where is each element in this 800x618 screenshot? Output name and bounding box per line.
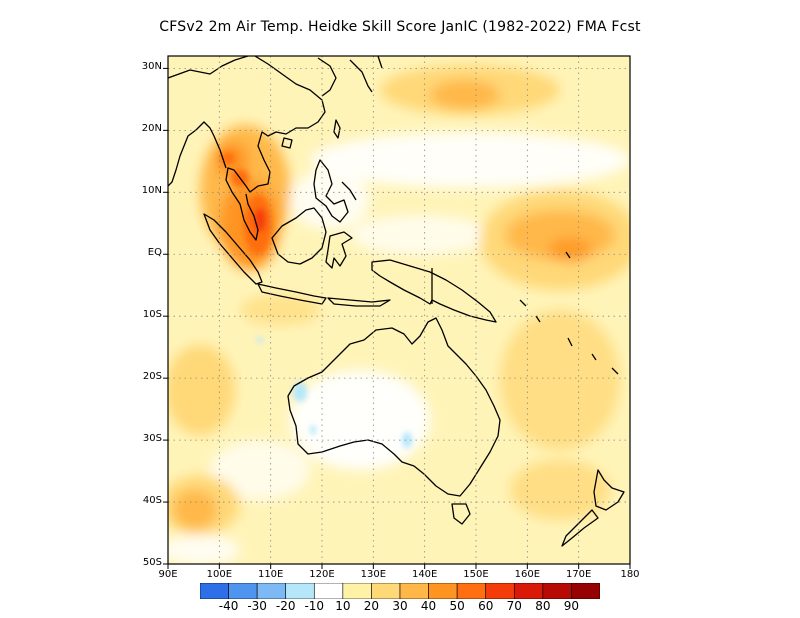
lon-label: 140E bbox=[411, 569, 438, 580]
low-skill-area-south bbox=[210, 440, 310, 500]
colorbar-swatch bbox=[200, 583, 229, 599]
lat-label: EQ bbox=[147, 247, 162, 259]
coast-borneo bbox=[271, 207, 327, 265]
colorbar-swatch bbox=[513, 583, 544, 599]
colorbar-swatch bbox=[428, 583, 458, 599]
coast-pacific-islands bbox=[519, 251, 619, 375]
coast-nz-north bbox=[593, 469, 625, 511]
coast-philippines bbox=[313, 159, 357, 223]
lon-label: 120E bbox=[309, 569, 335, 580]
coast-lesser-sunda bbox=[327, 297, 391, 307]
lat-label: 30N bbox=[141, 61, 162, 73]
colorbar-swatch bbox=[256, 583, 287, 599]
lon-label: 90E bbox=[158, 569, 178, 580]
colorbar-swatch bbox=[542, 583, 572, 599]
skill-area-south-pacific bbox=[500, 310, 620, 450]
low-skill-area-australia bbox=[290, 370, 430, 470]
negative-spot-3 bbox=[310, 425, 316, 435]
lon-label: 130E bbox=[360, 569, 387, 580]
coast-korea-japan bbox=[317, 56, 383, 97]
lat-label: 10S bbox=[142, 309, 162, 321]
colorbar-tick-label: -40 bbox=[218, 599, 239, 613]
skill-peak-north bbox=[221, 152, 235, 164]
colorbar bbox=[200, 583, 600, 599]
negative-spot-1 bbox=[293, 382, 307, 402]
colorbar-tick-label: 60 bbox=[478, 599, 494, 613]
colorbar-swatch bbox=[456, 583, 487, 599]
coast-nz-south bbox=[561, 509, 599, 547]
colorbar-tick-label: 90 bbox=[563, 599, 580, 613]
coast-new-guinea bbox=[371, 259, 497, 323]
coast-sulawesi bbox=[325, 231, 353, 269]
coast-hainan bbox=[281, 137, 293, 149]
colorbar-tick-label: 70 bbox=[506, 599, 522, 613]
skill-area-indian-ocean bbox=[168, 345, 235, 435]
lat-label: 50S bbox=[142, 557, 162, 568]
lon-label: 110E bbox=[257, 569, 284, 580]
colorbar-swatch bbox=[371, 583, 401, 599]
colorbar-swatch bbox=[399, 583, 429, 599]
colorbar-tick-label: 50 bbox=[449, 599, 465, 613]
coastlines bbox=[168, 56, 625, 547]
skill-area-south-indian bbox=[173, 490, 217, 530]
skill-area-new-zealand bbox=[510, 460, 610, 520]
low-skill-area-sw bbox=[168, 535, 240, 564]
colorbar-swatch bbox=[485, 583, 515, 599]
lat-label: 10N bbox=[141, 185, 162, 197]
axis-ticks bbox=[163, 67, 631, 569]
graticule bbox=[168, 56, 630, 564]
low-skill-band-north bbox=[310, 132, 630, 188]
lon-label: 160E bbox=[514, 569, 541, 580]
colorbar-swatch bbox=[228, 583, 258, 599]
negative-spot-4 bbox=[257, 337, 263, 343]
negative-spot-2 bbox=[402, 432, 412, 448]
skill-area-east-china bbox=[430, 80, 500, 110]
low-skill-area-tropics bbox=[350, 215, 490, 255]
colorbar-tick-label: 10 bbox=[335, 599, 351, 613]
coast-tasmania bbox=[451, 503, 471, 525]
colorbar-tick-label: 40 bbox=[420, 599, 437, 613]
colorbar-swatch bbox=[285, 583, 315, 599]
lat-label: 30S bbox=[142, 433, 162, 445]
colorbar-tick-label: 80 bbox=[535, 599, 551, 613]
colorbar-tick-label: 20 bbox=[363, 599, 380, 613]
colorbar-tick-label: -30 bbox=[247, 599, 267, 613]
skill-score-field bbox=[168, 56, 630, 564]
lon-label: 170E bbox=[565, 569, 592, 580]
lat-label: 20N bbox=[141, 123, 162, 135]
colorbar-swatch bbox=[342, 583, 372, 599]
skill-area-fiji bbox=[548, 238, 592, 262]
coast-asia-mainland bbox=[168, 56, 326, 241]
colorbar-swatch bbox=[313, 583, 344, 599]
lat-label: 40S bbox=[142, 495, 162, 507]
lat-label: 20S bbox=[142, 371, 162, 383]
colorbar-tick-label: -20 bbox=[275, 599, 296, 613]
coast-taiwan bbox=[333, 119, 341, 139]
plot-border bbox=[167, 55, 631, 565]
coast-sumatra bbox=[203, 213, 263, 285]
lon-label: 150E bbox=[463, 569, 489, 580]
map-title: CFSv2 2m Air Temp. Heidke Skill Score Ja… bbox=[159, 19, 641, 35]
lon-label: 100E bbox=[206, 569, 233, 580]
coast-australia bbox=[287, 317, 501, 497]
skill-area-timor bbox=[240, 295, 320, 325]
colorbar-tick-label: 30 bbox=[392, 599, 408, 613]
colorbar-swatch bbox=[571, 583, 600, 599]
colorbar-tick-label: -10 bbox=[304, 599, 325, 613]
lon-label: 180 bbox=[620, 569, 640, 580]
